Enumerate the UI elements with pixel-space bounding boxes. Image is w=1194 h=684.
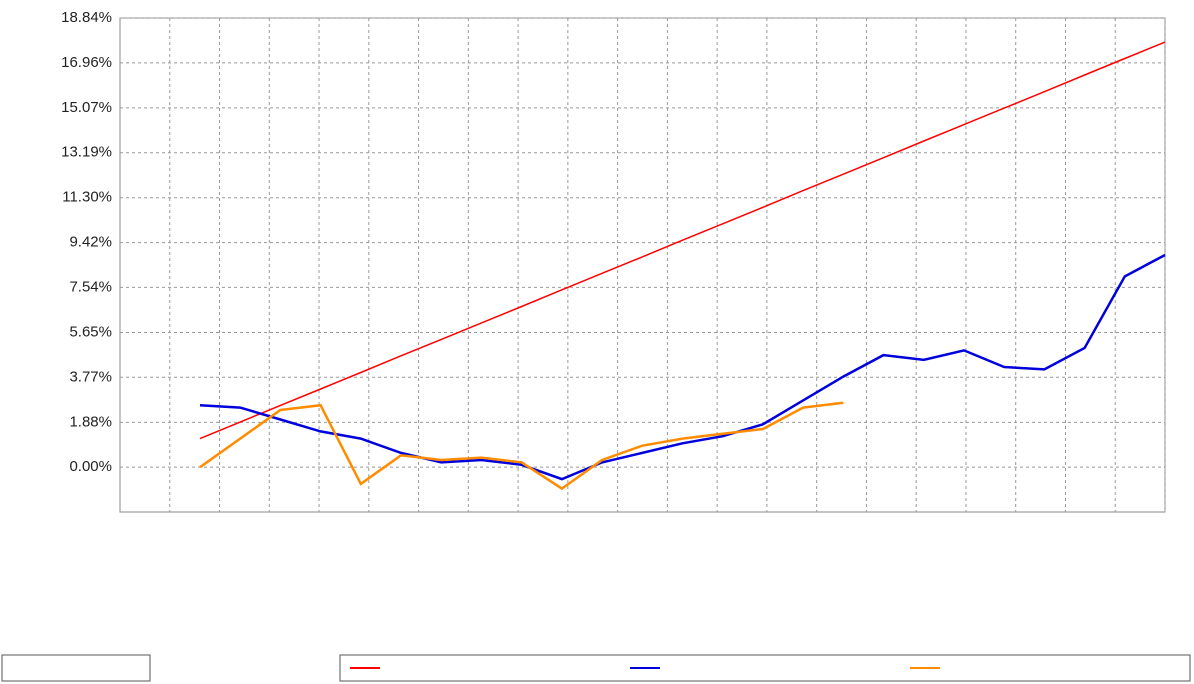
legend-box-left xyxy=(1,654,151,682)
series-line xyxy=(199,253,1166,481)
series-line xyxy=(199,41,1166,440)
y-tick-label: 18.84% xyxy=(61,9,112,26)
legend-box xyxy=(339,654,1191,682)
series-line xyxy=(199,401,844,491)
y-tick-label: 0.00% xyxy=(69,458,112,475)
y-tick-label: 9.42% xyxy=(69,234,112,251)
y-tick-label: 15.07% xyxy=(61,99,112,116)
y-tick-label: 1.88% xyxy=(69,413,112,430)
y-tick-label: 5.65% xyxy=(69,323,112,340)
y-tick-label: 16.96% xyxy=(61,54,112,71)
y-tick-label: 3.77% xyxy=(69,368,112,385)
y-tick-label: 11.30% xyxy=(62,189,112,206)
y-tick-label: 7.54% xyxy=(69,278,112,295)
y-tick-label: 13.19% xyxy=(61,144,112,161)
